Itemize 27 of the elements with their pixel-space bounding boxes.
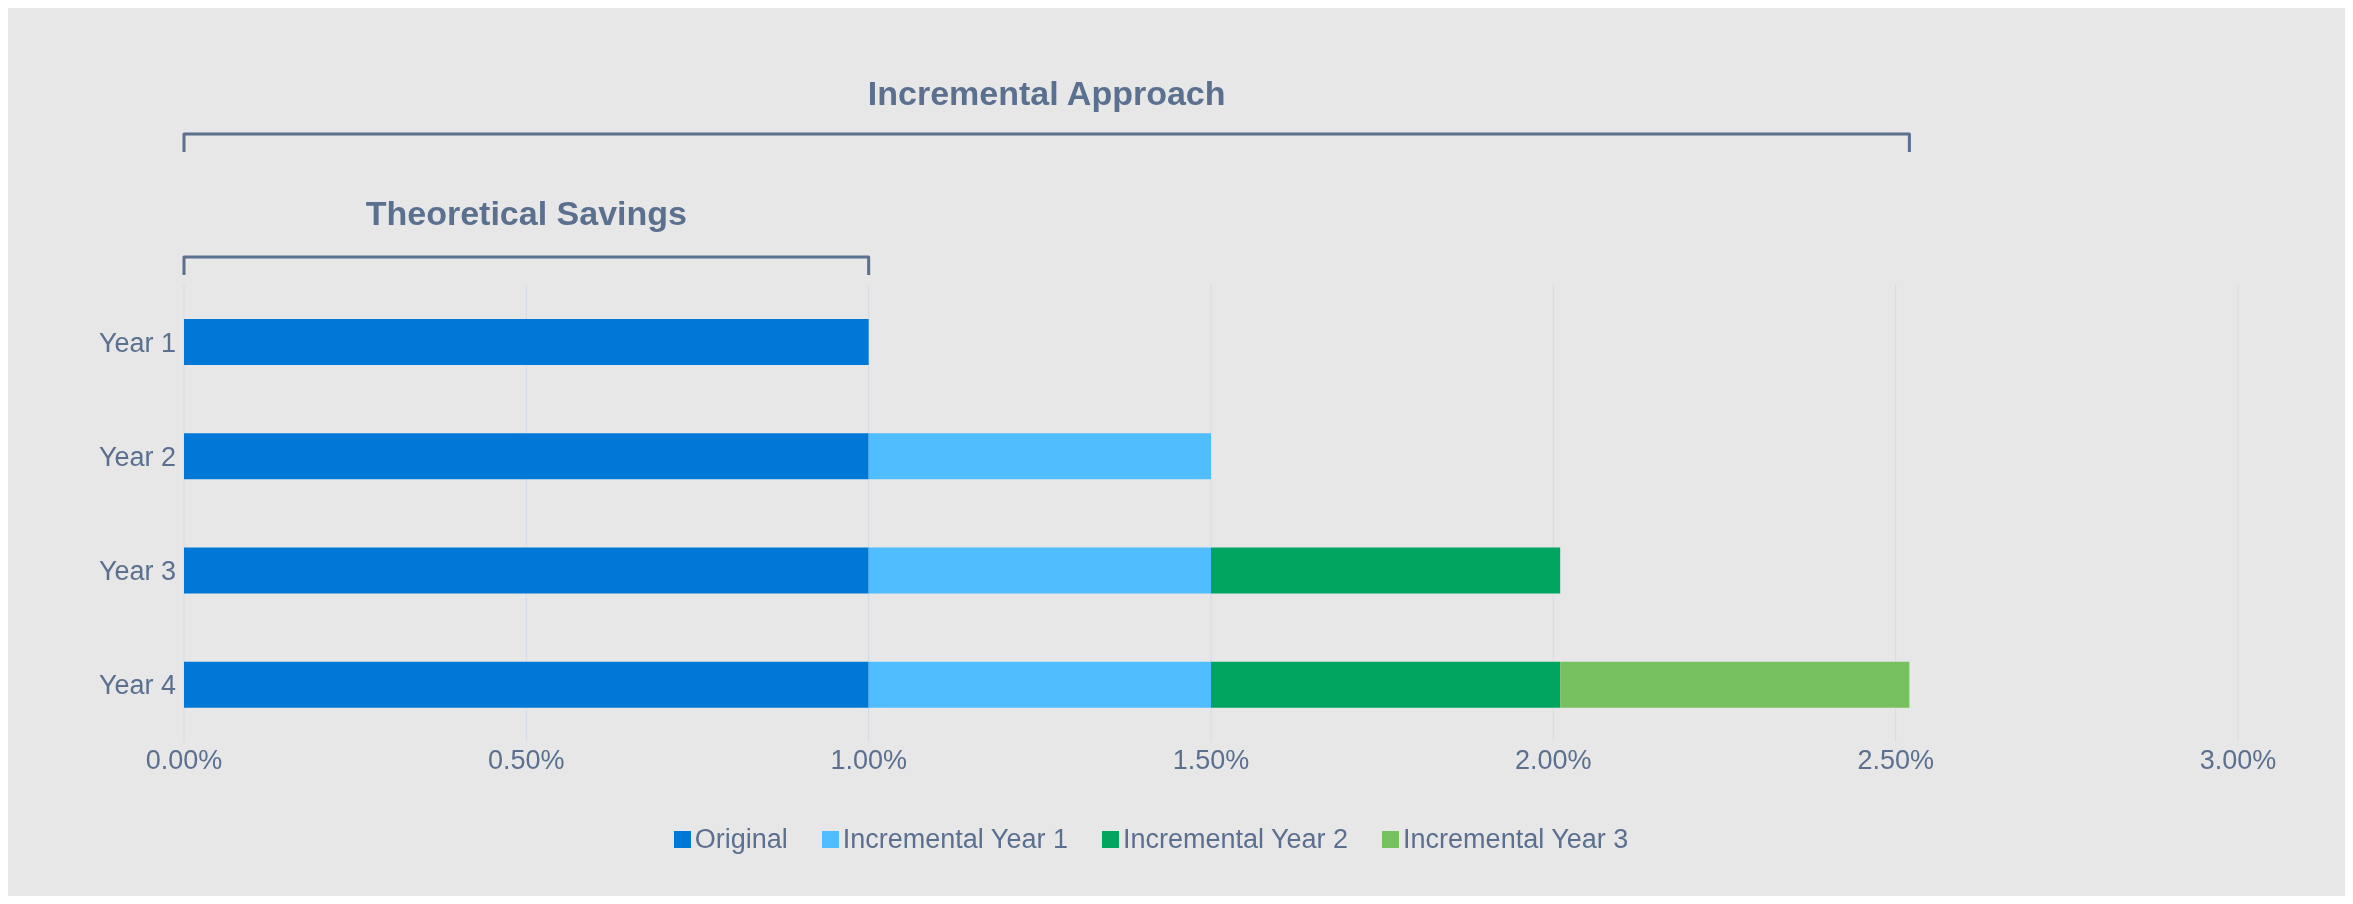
y-tick-label: Year 3: [98, 556, 176, 587]
legend-label: Incremental Year 3: [1403, 824, 1629, 855]
x-tick-label: 1.00%: [830, 745, 907, 776]
bar: [868, 433, 1211, 480]
bar: [184, 547, 869, 594]
y-tick-label: Year 4: [98, 670, 176, 701]
x-tick-label: 2.00%: [1515, 745, 1592, 776]
text: Theoretical Savings: [365, 194, 687, 232]
x-tick-label: 0.00%: [145, 745, 223, 776]
x-tick-label: 1.50%: [1172, 745, 1250, 776]
legend-label: Original: [694, 824, 788, 855]
x-tick-label: 3.00%: [2199, 745, 2277, 776]
bar: [1560, 661, 1910, 708]
bar: [184, 433, 869, 480]
text: Incremental Approach: [867, 74, 1226, 112]
bar: [1211, 661, 1561, 708]
legend-label: Incremental Year 1: [842, 824, 1068, 855]
y-tick-label: Year 2: [98, 441, 176, 472]
bar: [184, 319, 869, 365]
bar: [1211, 547, 1561, 594]
x-tick-label: 2.50%: [1857, 745, 1934, 776]
legend-label: Incremental Year 2: [1122, 824, 1349, 855]
bar: [868, 661, 1211, 708]
bar: [184, 661, 869, 708]
x-tick-label: 0.50%: [488, 745, 565, 776]
y-tick-label: Year 1: [98, 327, 176, 358]
bar: [868, 547, 1211, 594]
